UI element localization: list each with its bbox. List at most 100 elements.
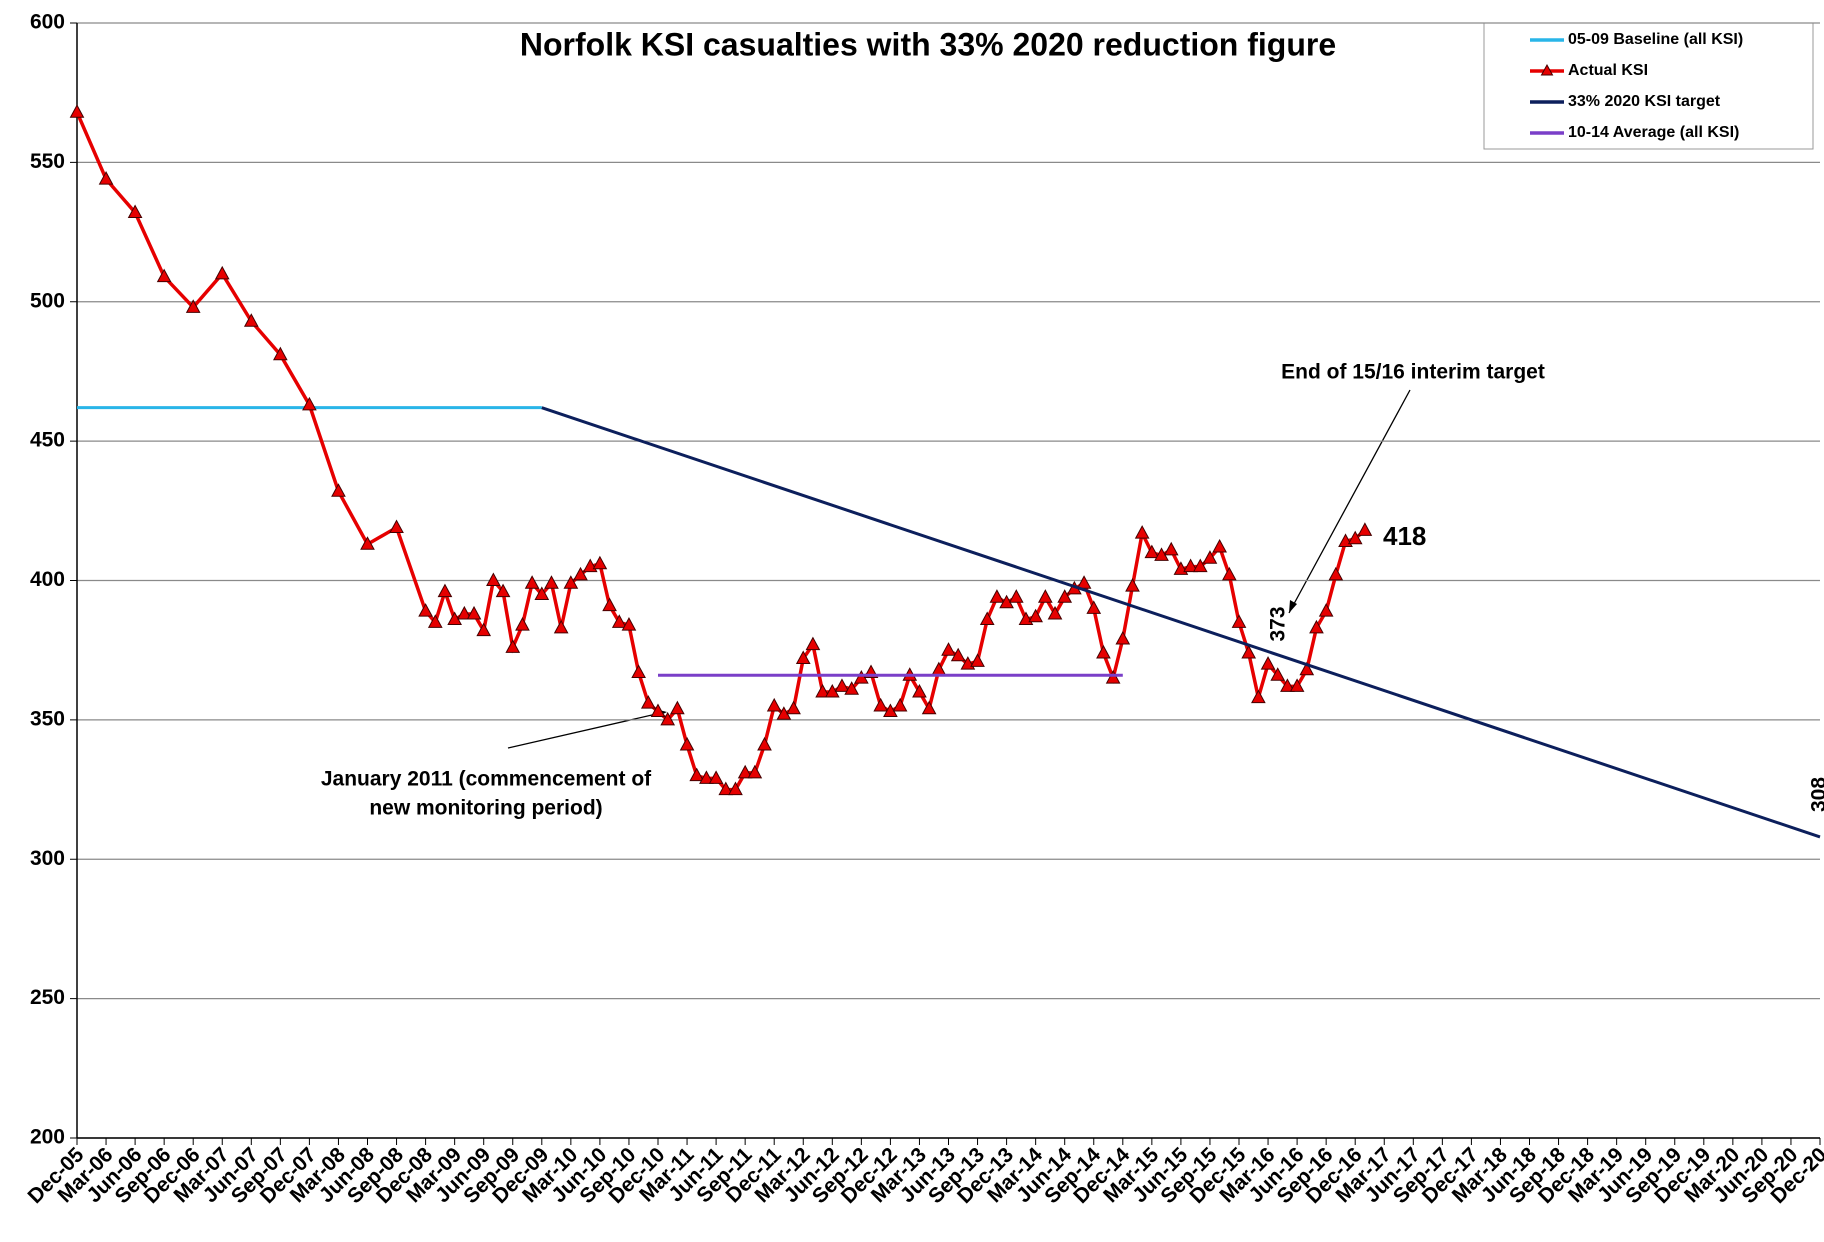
annotation: 373 [1267,606,1290,641]
annotation: 308 [1808,777,1824,812]
annotation: End of 15/16 interim target [1281,361,1545,384]
point-marker [185,299,201,313]
y-tick-label: 550 [30,150,65,173]
point-marker [602,597,617,612]
series-line [541,406,1821,839]
point-marker [1289,678,1305,692]
y-tick-label: 400 [30,568,65,591]
legend-marker [1540,63,1554,76]
annotation: January 2011 (commencement of [321,768,652,791]
point-marker [1212,539,1227,553]
point-marker [505,639,521,653]
point-marker [805,636,821,651]
y-tick-label: 500 [30,289,65,312]
point-marker [950,647,966,662]
point-marker [331,483,346,497]
point-marker [970,653,985,667]
point-marker [534,586,550,600]
point-marker [844,681,860,695]
point-marker [418,603,433,617]
point-marker [1037,589,1053,603]
point-marker [1028,608,1043,623]
point-marker [708,770,724,784]
point-marker [1125,578,1140,592]
point-marker [941,642,956,656]
point-marker [728,781,743,796]
point-marker [621,617,637,631]
point-marker [1347,530,1363,545]
point-marker [127,204,143,219]
point-marker [1192,558,1208,573]
point-marker [1202,550,1218,564]
point-marker [640,695,656,709]
point-marker [979,611,995,626]
point-marker [1183,558,1198,573]
point-marker [699,770,714,784]
point-marker [989,589,1005,603]
point-marker [670,700,685,715]
legend-label: 05-09 Baseline (all KSI) [1568,31,1743,48]
point-marker [815,683,830,698]
point-marker [611,614,627,628]
point-marker [650,703,666,718]
chart-title: Norfolk KSI casualties with 33% 2020 red… [520,26,1336,62]
annotation-arrow [507,711,666,749]
arrow-head [1289,600,1297,613]
point-marker [1105,670,1121,684]
point-marker [766,697,782,712]
point-marker [873,697,889,712]
point-marker [921,700,937,715]
point-marker [1144,544,1160,559]
point-marker [466,605,482,620]
point-marker [98,171,114,185]
point-marker [69,104,85,118]
point-marker [1057,589,1073,603]
legend-label: 10-14 Average (all KSI) [1568,124,1739,141]
point-marker [1115,630,1131,645]
point-marker [476,622,492,637]
point-marker [1328,566,1344,581]
legend-box [1483,22,1814,150]
point-marker [427,614,443,628]
point-marker [1134,525,1150,539]
y-tick-label: 300 [30,847,65,870]
point-marker [1096,644,1111,659]
point-marker [515,617,530,631]
point-marker [1251,689,1266,704]
y-tick-label: 250 [30,986,65,1009]
point-marker [757,736,772,751]
point-marker [592,555,608,570]
point-marker [1241,644,1257,659]
point-marker [737,764,753,779]
point-marker [1280,678,1295,692]
point-marker [524,575,540,589]
annotation: 418 [1383,521,1426,551]
point-marker [631,664,646,678]
point-marker [1086,600,1102,614]
point-marker [486,572,501,586]
point-marker [1008,589,1024,603]
point-marker [544,575,559,589]
point-marker [437,583,453,598]
point-marker [795,650,811,665]
point-marker [1163,541,1179,556]
point-marker [1260,656,1276,670]
point-marker [679,736,695,751]
point-marker [718,781,734,796]
point-marker [573,566,588,581]
annotation: new monitoring period) [369,797,602,820]
legend-label: 33% 2020 KSI target [1568,93,1721,110]
point-marker [214,265,230,280]
legend-label: Actual KSI [1568,62,1648,79]
point-marker [1357,522,1373,536]
y-tick-label: 450 [30,429,65,452]
point-marker [747,764,763,779]
point-marker [1047,605,1063,620]
point-marker [495,583,511,598]
y-tick-label: 350 [30,707,65,730]
point-marker [892,697,908,712]
point-marker [786,700,801,715]
point-marker [302,396,317,411]
